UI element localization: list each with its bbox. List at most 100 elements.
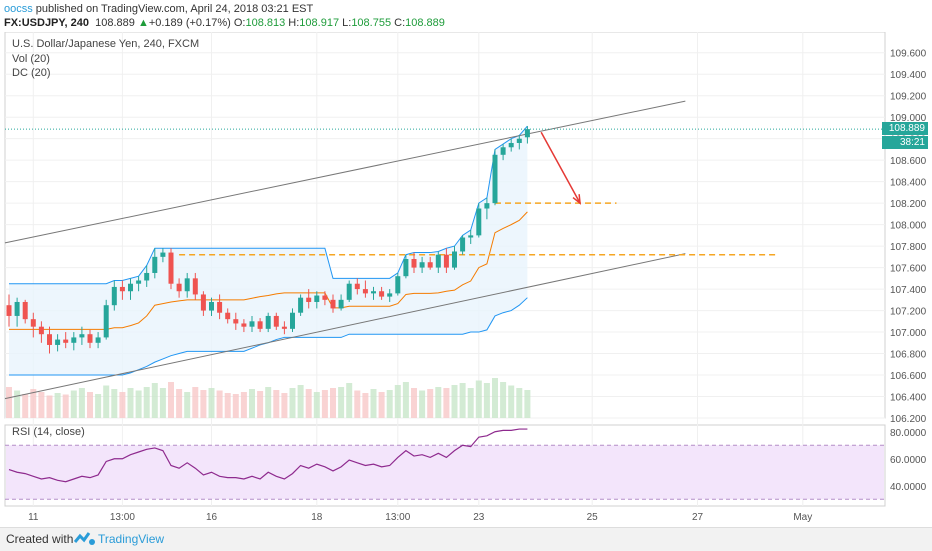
candle-body <box>95 337 101 343</box>
candle-body <box>6 305 12 316</box>
symbol-label[interactable]: FX:USDJPY, 240 <box>4 17 89 29</box>
volume-bar <box>168 382 174 418</box>
candle-body <box>371 291 376 294</box>
candle-body <box>314 295 320 302</box>
volume-bar <box>378 392 385 418</box>
candle-body <box>111 286 117 306</box>
volume-bar <box>402 382 409 418</box>
volume-bar <box>475 380 482 418</box>
volume-bar <box>30 389 37 418</box>
candle-body <box>200 294 206 311</box>
candle-body <box>435 254 441 268</box>
candle-body <box>71 337 77 343</box>
legend-rsi[interactable]: RSI (14, close) <box>12 426 85 438</box>
candle-body <box>233 319 239 324</box>
volume-bar <box>127 388 134 418</box>
projection-arrow-line <box>540 131 581 204</box>
volume-bar <box>78 388 85 418</box>
volume-bar <box>14 390 21 418</box>
candle-body <box>257 321 263 329</box>
dc-upper-line <box>9 125 528 285</box>
volume-bar <box>192 387 199 418</box>
candle-body <box>87 334 93 343</box>
volume-bar <box>443 388 450 418</box>
volume-bar <box>232 394 239 418</box>
volume-bar <box>143 387 150 418</box>
candle-body <box>500 147 506 155</box>
candle-body <box>47 334 52 345</box>
candle-body <box>63 339 69 343</box>
volume-bar <box>184 392 191 418</box>
legend-vol[interactable]: Vol (20) <box>12 53 50 65</box>
tradingview-brand[interactable]: TradingView <box>98 532 165 546</box>
volume-bar <box>411 388 417 418</box>
volume-bar <box>467 388 474 418</box>
price-tick-label: 108.400 <box>890 178 927 189</box>
projection-arrow-head <box>572 194 581 205</box>
open-label: O: <box>233 17 246 29</box>
candle-body <box>38 326 44 335</box>
volume-bar <box>330 388 336 418</box>
volume-bar <box>95 394 102 418</box>
dc-middle-line <box>9 211 528 330</box>
time-tick-label: May <box>793 512 812 523</box>
rsi-tick-label: 40.0000 <box>890 482 927 493</box>
time-tick-label: 18 <box>311 512 323 523</box>
candle-body <box>338 299 344 309</box>
low-label: L: <box>342 17 352 29</box>
open-value: 108.813 <box>245 17 286 29</box>
legend-dc[interactable]: DC (20) <box>12 67 51 79</box>
low-value: 108.755 <box>351 17 392 29</box>
volume-bar <box>483 383 490 418</box>
ohlc-line: FX:USDJPY, 240 108.889 ▲+0.189 (+0.17%) … <box>4 17 445 29</box>
volume-bar <box>524 390 531 418</box>
channel-lower-trendline <box>4 253 686 400</box>
candle-body <box>30 319 36 327</box>
candle-body <box>492 154 498 204</box>
candle-body <box>225 312 231 320</box>
last-price: 108.889 <box>95 17 135 29</box>
candle-body <box>136 280 142 284</box>
candle-body <box>460 237 466 252</box>
price-tick-label: 106.200 <box>890 414 927 425</box>
volume-bar <box>54 393 61 418</box>
candle-body <box>419 262 425 268</box>
candle-body <box>322 295 328 300</box>
last-price-tag: 108.889 <box>882 122 928 135</box>
volume-bar <box>354 390 361 418</box>
volume-bar <box>224 393 231 418</box>
candle-body <box>395 276 401 294</box>
candle-body <box>468 235 474 238</box>
time-tick-label: 11 <box>28 512 39 523</box>
volume-bar <box>313 392 320 418</box>
volume-bar <box>240 392 247 418</box>
volume-bar <box>492 378 498 418</box>
rsi-tick-label: 80.0000 <box>890 428 927 439</box>
publish-info: published on TradingView.com, April 24, … <box>32 3 314 15</box>
volume-bar <box>119 392 126 418</box>
candle-body <box>79 334 85 338</box>
volume-bar <box>427 389 434 418</box>
volume-bar <box>297 385 304 418</box>
candle-body <box>192 278 198 295</box>
chart-header: oocss published on TradingView.com, Apri… <box>0 0 932 32</box>
volume-bar <box>159 388 166 418</box>
candle-body <box>241 323 247 327</box>
time-tick-label: 27 <box>692 512 704 523</box>
footer: Created with TradingView <box>0 527 932 551</box>
candle-body <box>346 283 352 300</box>
volume-bar <box>70 390 77 418</box>
candle-body <box>209 301 214 311</box>
author-link[interactable]: oocss <box>4 3 33 15</box>
price-tick-label: 106.800 <box>890 350 927 361</box>
price-tick-label: 109.600 <box>890 49 927 60</box>
chart-canvas[interactable]: 109.600109.400109.200109.000108.800108.6… <box>0 32 932 527</box>
candle-body <box>128 283 133 292</box>
price-tick-label: 107.400 <box>890 285 927 296</box>
time-tick-label: 23 <box>473 512 485 523</box>
volume-bar <box>46 395 53 418</box>
close-label: C: <box>394 17 406 29</box>
candle-body <box>55 339 61 345</box>
candle-body <box>403 259 409 277</box>
volume-bar <box>394 385 401 418</box>
